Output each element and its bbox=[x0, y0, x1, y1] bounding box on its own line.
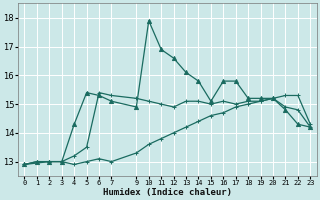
X-axis label: Humidex (Indice chaleur): Humidex (Indice chaleur) bbox=[103, 188, 232, 197]
